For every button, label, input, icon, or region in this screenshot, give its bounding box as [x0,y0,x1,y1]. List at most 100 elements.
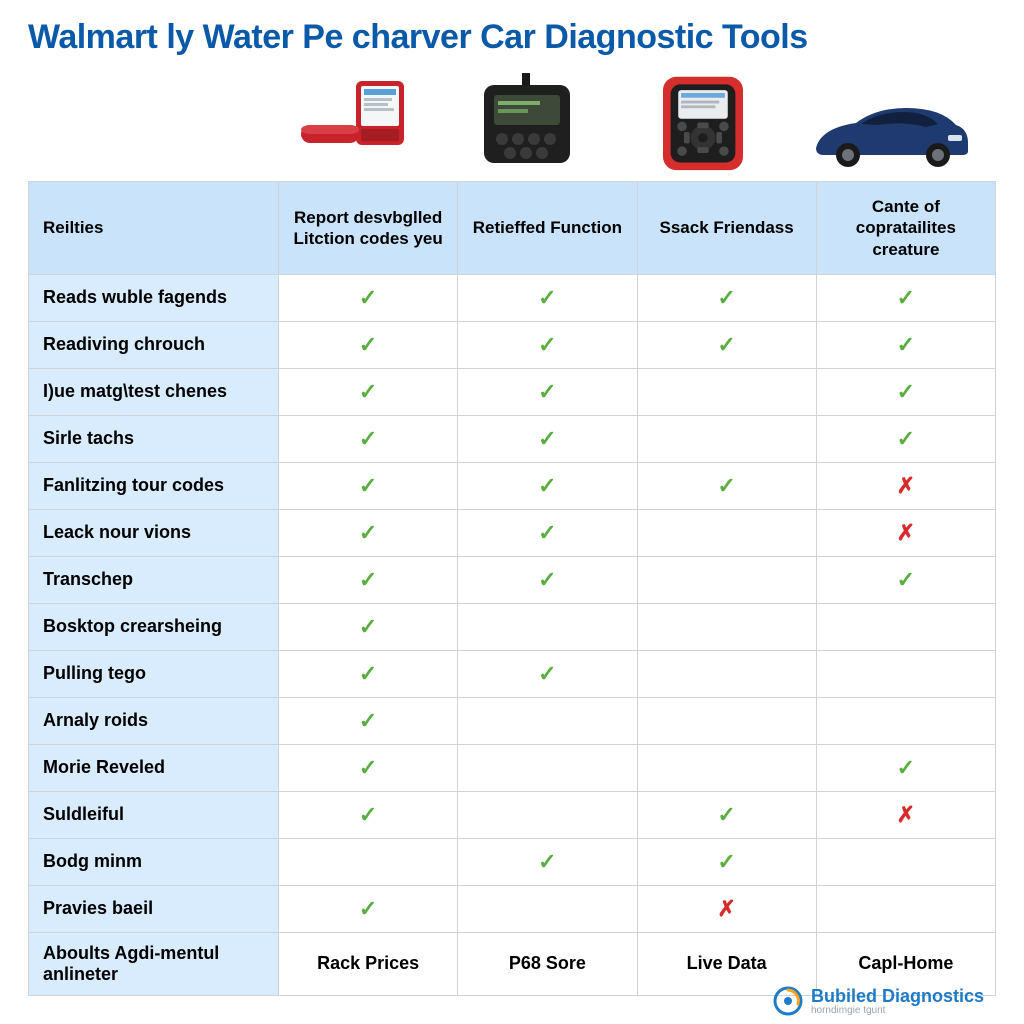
footer-cell: Rack Prices [279,932,458,995]
check-icon: ✓ [538,285,556,310]
table-cell [637,697,816,744]
comparison-table: Reilties Report desvbglled Litction code… [28,181,996,996]
table-cell [816,650,995,697]
table-cell: ✓ [279,509,458,556]
check-icon: ✓ [359,755,377,780]
table-cell [637,368,816,415]
table-cell: ✓ [637,321,816,368]
col-header-0: Report desvbglled Litction codes yeu [279,182,458,275]
check-icon: ✓ [359,708,377,733]
check-icon: ✓ [897,567,915,592]
check-icon: ✓ [538,567,556,592]
check-icon: ✓ [359,426,377,451]
row-label: Fanlitzing tour codes [29,462,279,509]
table-cell: ✓ [458,509,637,556]
cross-icon: ✗ [897,520,915,545]
table-cell [458,697,637,744]
table-row: Readiving chrouch✓✓✓✓ [29,321,996,368]
cross-icon: ✗ [717,896,735,921]
table-row: Bodg minm ✓ ✓ [29,838,996,885]
table-cell [458,791,637,838]
table-cell: ✓ [279,368,458,415]
table-cell [816,885,995,932]
table-cell [816,697,995,744]
table-cell [637,603,816,650]
check-icon: ✓ [359,896,377,921]
product-image-row [28,63,996,173]
table-cell [637,744,816,791]
check-icon: ✓ [359,802,377,827]
table-cell: ✓ [279,697,458,744]
row-label: Reads wuble fagends [29,274,279,321]
table-row: Fanlitzing tour codes✓✓✓✗ [29,462,996,509]
row-label: Transchep [29,556,279,603]
check-icon: ✓ [717,473,735,498]
cross-icon: ✗ [897,802,915,827]
table-cell: ✓ [279,462,458,509]
table-cell: ✓ [458,462,637,509]
col-header-1: Retieffed Function [458,182,637,275]
table-cell [637,415,816,462]
table-cell [637,556,816,603]
row-label: Bodg minm [29,838,279,885]
brand-tagline: horndimgie tgunt [811,1005,984,1016]
table-cell: ✓ [279,274,458,321]
table-cell: ✗ [816,791,995,838]
table-cell [458,603,637,650]
table-cell: ✓ [458,368,637,415]
check-icon: ✓ [897,332,915,357]
table-cell: ✓ [637,462,816,509]
product-image-3 [630,73,776,173]
check-icon: ✓ [538,661,556,686]
product-image-4 [806,93,976,173]
footer-label: Aboults Agdi-mentul anlineter [29,932,279,995]
table-cell: ✓ [279,791,458,838]
check-icon: ✓ [359,520,377,545]
check-icon: ✓ [897,755,915,780]
table-cell: ✓ [816,274,995,321]
table-cell [458,885,637,932]
row-label: Morie Reveled [29,744,279,791]
table-cell [637,509,816,556]
table-cell: ✓ [637,274,816,321]
check-icon: ✓ [717,285,735,310]
table-row: Reads wuble fagends ✓ ✓ ✓ ✓ [29,274,996,321]
check-icon: ✓ [359,473,377,498]
table-row: Suldleiful ✓ ✓ ✗ [29,791,996,838]
table-cell [637,650,816,697]
table-cell: ✓ [816,744,995,791]
check-icon: ✓ [717,802,735,827]
table-cell: ✓ [458,415,637,462]
check-icon: ✓ [717,849,735,874]
header-row: Reilties Report desvbglled Litction code… [29,182,996,275]
check-icon: ✓ [538,849,556,874]
table-cell [816,838,995,885]
table-cell: ✓ [458,838,637,885]
check-icon: ✓ [538,473,556,498]
table-cell: ✓ [279,415,458,462]
table-cell: ✓ [279,885,458,932]
table-row: Pulling tego ✓ ✓ [29,650,996,697]
row-label: Suldleiful [29,791,279,838]
table-cell [279,838,458,885]
row-label: Pravies baeil [29,885,279,932]
table-cell: ✓ [279,744,458,791]
row-label: Pulling tego [29,650,279,697]
check-icon: ✓ [538,332,556,357]
row-label: Leack nour vions [29,509,279,556]
table-cell: ✓ [637,838,816,885]
brand-logo: Bubiled Diagnostics horndimgie tgunt [773,986,984,1016]
table-cell [458,744,637,791]
row-label: Arnaly roids [29,697,279,744]
table-cell: ✗ [816,509,995,556]
check-icon: ✓ [359,285,377,310]
table-cell: ✓ [816,556,995,603]
check-icon: ✓ [359,661,377,686]
row-header-label: Reilties [29,182,279,275]
check-icon: ✓ [897,285,915,310]
table-row: Bosktop crearsheing✓ [29,603,996,650]
row-label: I)ue matg\test chenes [29,368,279,415]
check-icon: ✓ [359,567,377,592]
table-cell: ✓ [816,321,995,368]
table-row: Transchep ✓ ✓ ✓ [29,556,996,603]
